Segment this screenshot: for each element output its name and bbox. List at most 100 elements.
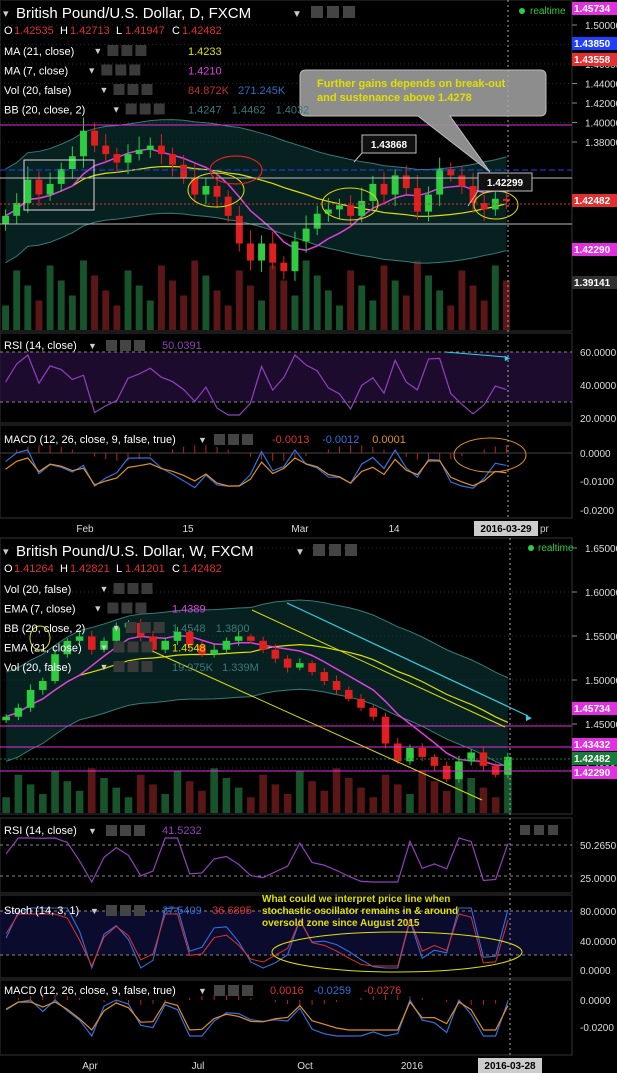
weekly-pane-up-icon[interactable] (520, 825, 530, 835)
indicator-eye-icon[interactable] (125, 103, 137, 115)
weekly-stoch-close-icon[interactable] (134, 905, 145, 916)
indicator-settings-icon[interactable] (127, 641, 139, 653)
weekly-pane-max-icon[interactable] (548, 825, 558, 835)
weekly-rsi-dropdown-icon[interactable]: ▼ (88, 826, 97, 836)
weekly-rsi-eye-icon[interactable] (106, 825, 117, 836)
indicator-close-icon[interactable] (135, 602, 147, 614)
daily-title-dropdown-icon[interactable]: ▼ (292, 9, 302, 20)
candle-body (173, 631, 182, 641)
volume-bar (313, 275, 321, 330)
indicator-eye-icon[interactable] (113, 661, 125, 672)
weekly-macd-dropdown-icon[interactable]: ▼ (198, 986, 207, 996)
daily-close-icon[interactable] (343, 6, 355, 18)
label-1-text: 1.43868 (371, 140, 408, 151)
indicator-dropdown-icon[interactable]: ▼ (100, 662, 109, 672)
weekly-collapse-icon[interactable]: ▾ (3, 546, 9, 558)
candle-body (347, 205, 355, 216)
volume-bar (51, 771, 59, 813)
indicator-close-icon[interactable] (129, 64, 141, 76)
volume-bar (458, 270, 466, 330)
indicator-settings-icon[interactable] (121, 602, 133, 614)
weekly-macd-close-icon[interactable] (242, 985, 253, 996)
candle-body (381, 716, 390, 744)
daily-rsi-value: 50.0391 (162, 340, 202, 352)
indicator-eye-icon[interactable] (107, 602, 119, 614)
volume-bar (430, 781, 439, 813)
indicator-close-icon[interactable] (153, 622, 165, 633)
indicator-eye-icon[interactable] (113, 641, 125, 653)
weekly-rsi-label: RSI (14, close) (4, 825, 77, 837)
weekly-stoch-eye-icon[interactable] (106, 905, 117, 916)
daily-macd-settings-icon[interactable] (228, 434, 239, 445)
weekly-settings-icon[interactable] (329, 544, 341, 556)
subpane-axis-label: 0.0000 (580, 966, 611, 977)
candle-body (418, 747, 427, 757)
indicator-eye-icon[interactable] (101, 64, 113, 76)
weekly-rsi-settings-icon[interactable] (120, 825, 131, 836)
weekly-rsi-tools (106, 825, 145, 836)
weekly-title-dropdown-icon[interactable]: ▼ (295, 547, 305, 558)
daily-settings-icon[interactable] (327, 6, 339, 18)
daily-macd-close-icon[interactable] (242, 434, 253, 445)
volume-bar (124, 797, 133, 813)
volume-bar (234, 787, 243, 813)
indicator-settings-icon[interactable] (115, 64, 127, 76)
volume-bar (320, 790, 329, 813)
indicator-settings-icon[interactable] (139, 622, 151, 633)
candle-body (391, 175, 399, 195)
indicator-settings-icon[interactable] (139, 103, 151, 115)
candle-body (113, 154, 121, 163)
daily-rsi-dropdown-icon[interactable]: ▼ (88, 341, 97, 351)
indicator-close-icon[interactable] (141, 661, 153, 672)
indicator-settings-icon[interactable] (121, 45, 133, 56)
subpane-value: -0.0012 (322, 434, 359, 446)
ohlc-o: 1.42535 (14, 25, 54, 37)
weekly-rsi-close-icon[interactable] (134, 825, 145, 836)
weekly-stoch-dropdown-icon[interactable]: ▼ (90, 906, 99, 916)
weekly-eye-icon[interactable] (313, 544, 325, 556)
indicator-eye-icon[interactable] (113, 84, 125, 95)
indicator-dropdown-icon[interactable]: ▼ (100, 85, 109, 95)
candle-body (234, 636, 243, 641)
indicator-eye-icon[interactable] (107, 45, 119, 56)
indicator-dropdown-icon[interactable]: ▼ (93, 604, 102, 614)
daily-macd-eye-icon[interactable] (214, 434, 225, 445)
indicator-close-icon[interactable] (153, 103, 165, 115)
daily-collapse-icon[interactable]: ▾ (3, 8, 9, 20)
daily-macd-dropdown-icon[interactable]: ▼ (198, 435, 207, 445)
daily-rsi-close-icon[interactable] (134, 340, 145, 351)
indicator-settings-icon[interactable] (127, 84, 139, 95)
indicator-dropdown-icon[interactable]: ▼ (112, 623, 121, 633)
indicator-dropdown-icon[interactable]: ▼ (112, 105, 121, 115)
indicator-settings-icon[interactable] (127, 583, 139, 594)
weekly-pane-down-icon[interactable] (534, 825, 544, 835)
price-tag (572, 766, 617, 779)
daily-eye-icon[interactable] (311, 6, 323, 18)
indicator-eye-icon[interactable] (125, 622, 137, 633)
daily-rsi-settings-icon[interactable] (120, 340, 131, 351)
indicator-dropdown-icon[interactable]: ▼ (100, 643, 109, 653)
indicator-close-icon[interactable] (141, 583, 153, 594)
weekly-macd-eye-icon[interactable] (214, 985, 225, 996)
indicator-dropdown-icon[interactable]: ▼ (93, 46, 102, 56)
subpane-axis-label: 40.0000 (580, 381, 617, 392)
weekly-macd-axis: 0.0000 -0.0200 (580, 996, 614, 1034)
volume-bar (258, 300, 266, 330)
callout-bubble (299, 69, 547, 173)
daily-rsi-eye-icon[interactable] (106, 340, 117, 351)
weekly-stoch-settings-icon[interactable] (120, 905, 131, 916)
volume-bar (161, 794, 170, 813)
indicator-close-icon[interactable] (141, 641, 153, 653)
volume-bar (191, 260, 199, 330)
indicator-eye-icon[interactable] (113, 583, 125, 594)
indicator-dropdown-icon[interactable]: ▼ (100, 584, 109, 594)
indicator-close-icon[interactable] (141, 84, 153, 95)
weekly-close-icon[interactable] (345, 544, 357, 556)
indicator-close-icon[interactable] (135, 45, 147, 56)
indicator-dropdown-icon[interactable]: ▼ (87, 66, 96, 76)
indicator-settings-icon[interactable] (127, 661, 139, 672)
volume-bar (344, 777, 353, 813)
volume-bar (336, 305, 343, 330)
weekly-macd-settings-icon[interactable] (228, 985, 239, 996)
volume-bar (502, 280, 510, 330)
